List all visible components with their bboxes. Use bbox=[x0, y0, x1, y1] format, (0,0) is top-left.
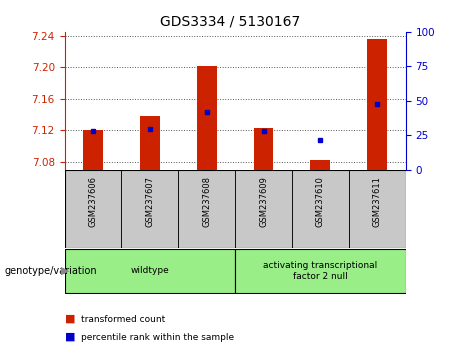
Bar bbox=[349, 170, 406, 248]
Bar bbox=[197, 66, 217, 170]
Text: activating transcriptional
factor 2 null: activating transcriptional factor 2 null bbox=[263, 261, 378, 280]
Text: ■: ■ bbox=[65, 332, 75, 342]
Bar bbox=[235, 170, 292, 248]
Text: wildtype: wildtype bbox=[130, 266, 169, 275]
Text: GSM237609: GSM237609 bbox=[259, 176, 268, 227]
Text: GSM237607: GSM237607 bbox=[145, 176, 154, 227]
Text: GDS3334 / 5130167: GDS3334 / 5130167 bbox=[160, 14, 301, 28]
Text: ■: ■ bbox=[65, 314, 75, 324]
Text: GSM237610: GSM237610 bbox=[316, 176, 325, 227]
Text: GSM237608: GSM237608 bbox=[202, 176, 211, 227]
Bar bbox=[292, 170, 349, 248]
Bar bbox=[178, 170, 235, 248]
Bar bbox=[140, 116, 160, 170]
Bar bbox=[65, 170, 121, 248]
Bar bbox=[65, 249, 235, 293]
Bar bbox=[121, 170, 178, 248]
Bar bbox=[367, 39, 387, 170]
Text: genotype/variation: genotype/variation bbox=[5, 266, 97, 276]
Text: GSM237606: GSM237606 bbox=[89, 176, 97, 227]
Bar bbox=[235, 249, 406, 293]
Text: GSM237611: GSM237611 bbox=[373, 176, 382, 227]
Text: percentile rank within the sample: percentile rank within the sample bbox=[81, 333, 234, 342]
Bar bbox=[83, 130, 103, 170]
Text: transformed count: transformed count bbox=[81, 315, 165, 324]
Bar bbox=[254, 128, 273, 170]
Bar bbox=[310, 160, 331, 170]
Text: ▶: ▶ bbox=[61, 266, 70, 276]
